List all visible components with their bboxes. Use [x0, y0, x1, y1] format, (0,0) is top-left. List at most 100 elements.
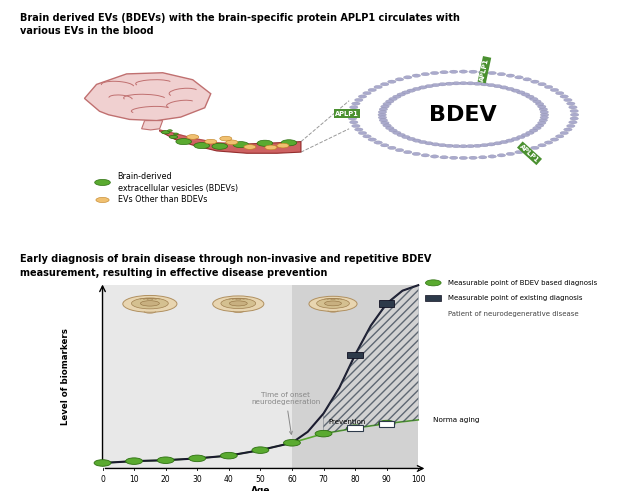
Circle shape [469, 156, 477, 160]
Circle shape [383, 124, 391, 127]
Ellipse shape [221, 298, 255, 308]
Circle shape [169, 136, 178, 138]
Circle shape [348, 113, 356, 116]
Text: 50: 50 [255, 475, 265, 484]
Circle shape [167, 130, 172, 132]
Circle shape [404, 76, 412, 79]
Circle shape [438, 82, 446, 86]
Circle shape [350, 106, 358, 109]
Circle shape [560, 95, 569, 98]
Circle shape [389, 129, 397, 132]
Circle shape [350, 121, 358, 124]
Circle shape [378, 420, 395, 427]
Circle shape [473, 144, 482, 147]
Circle shape [536, 124, 544, 127]
Circle shape [96, 197, 109, 203]
Text: Measurable point of existing diagnosis: Measurable point of existing diagnosis [448, 295, 583, 301]
Ellipse shape [317, 299, 349, 308]
Circle shape [551, 88, 559, 92]
Circle shape [506, 74, 515, 77]
Text: 90: 90 [382, 475, 392, 484]
Circle shape [560, 132, 569, 135]
Circle shape [516, 91, 525, 94]
Circle shape [388, 146, 396, 149]
Circle shape [469, 70, 477, 73]
Bar [379, 300, 394, 306]
Text: Patient of neurodegenerative disease: Patient of neurodegenerative disease [448, 311, 579, 317]
Polygon shape [141, 121, 162, 130]
Circle shape [570, 117, 578, 120]
Bar [292, 285, 418, 468]
Circle shape [379, 108, 388, 111]
Circle shape [388, 85, 539, 144]
Circle shape [396, 148, 404, 152]
Text: APLP1: APLP1 [519, 143, 541, 164]
Circle shape [412, 152, 420, 156]
Circle shape [569, 121, 577, 124]
Circle shape [412, 74, 420, 77]
Circle shape [544, 85, 553, 89]
Circle shape [412, 87, 421, 90]
Circle shape [381, 82, 389, 86]
Circle shape [569, 106, 577, 109]
Circle shape [450, 156, 458, 160]
Circle shape [506, 152, 515, 156]
Circle shape [348, 109, 356, 112]
Circle shape [388, 80, 396, 83]
Circle shape [480, 143, 489, 147]
Circle shape [450, 70, 458, 73]
Circle shape [459, 156, 467, 160]
Circle shape [368, 138, 376, 141]
Circle shape [402, 136, 410, 138]
Circle shape [523, 148, 531, 152]
Circle shape [512, 137, 520, 140]
Circle shape [381, 121, 389, 125]
Circle shape [533, 100, 541, 103]
Circle shape [176, 138, 192, 145]
Circle shape [421, 154, 430, 157]
Circle shape [539, 119, 547, 122]
Text: 30: 30 [192, 475, 202, 484]
Circle shape [220, 136, 232, 141]
Circle shape [497, 154, 506, 157]
Circle shape [407, 137, 415, 140]
Ellipse shape [123, 296, 177, 312]
Text: Time of onset
neurodegeneration: Time of onset neurodegeneration [251, 392, 321, 435]
Circle shape [452, 144, 461, 148]
Circle shape [265, 145, 277, 150]
Circle shape [438, 143, 446, 147]
Circle shape [551, 138, 559, 141]
Circle shape [425, 280, 441, 286]
Circle shape [459, 145, 467, 148]
Circle shape [479, 156, 487, 159]
Circle shape [355, 128, 363, 131]
Bar [347, 425, 363, 431]
Text: Level of biomarkers: Level of biomarkers [61, 328, 69, 425]
Circle shape [363, 135, 371, 138]
Circle shape [538, 105, 546, 108]
Circle shape [515, 151, 523, 154]
Text: Prevention: Prevention [329, 419, 366, 426]
Circle shape [459, 82, 467, 85]
Polygon shape [84, 73, 211, 121]
Circle shape [488, 71, 497, 75]
Circle shape [466, 144, 475, 148]
Circle shape [352, 102, 360, 105]
Text: EVs Other than BDEVs: EVs Other than BDEVs [118, 195, 207, 204]
Circle shape [567, 102, 575, 105]
Circle shape [488, 155, 497, 158]
Circle shape [459, 70, 467, 73]
Ellipse shape [213, 296, 264, 312]
Circle shape [487, 143, 495, 146]
Circle shape [538, 82, 546, 86]
Circle shape [556, 135, 564, 138]
Circle shape [126, 458, 143, 464]
Circle shape [174, 133, 179, 135]
Circle shape [425, 142, 433, 145]
Circle shape [531, 80, 539, 83]
Circle shape [466, 82, 475, 85]
Circle shape [540, 110, 549, 113]
Circle shape [404, 151, 412, 154]
Circle shape [233, 141, 249, 148]
Circle shape [252, 447, 269, 453]
